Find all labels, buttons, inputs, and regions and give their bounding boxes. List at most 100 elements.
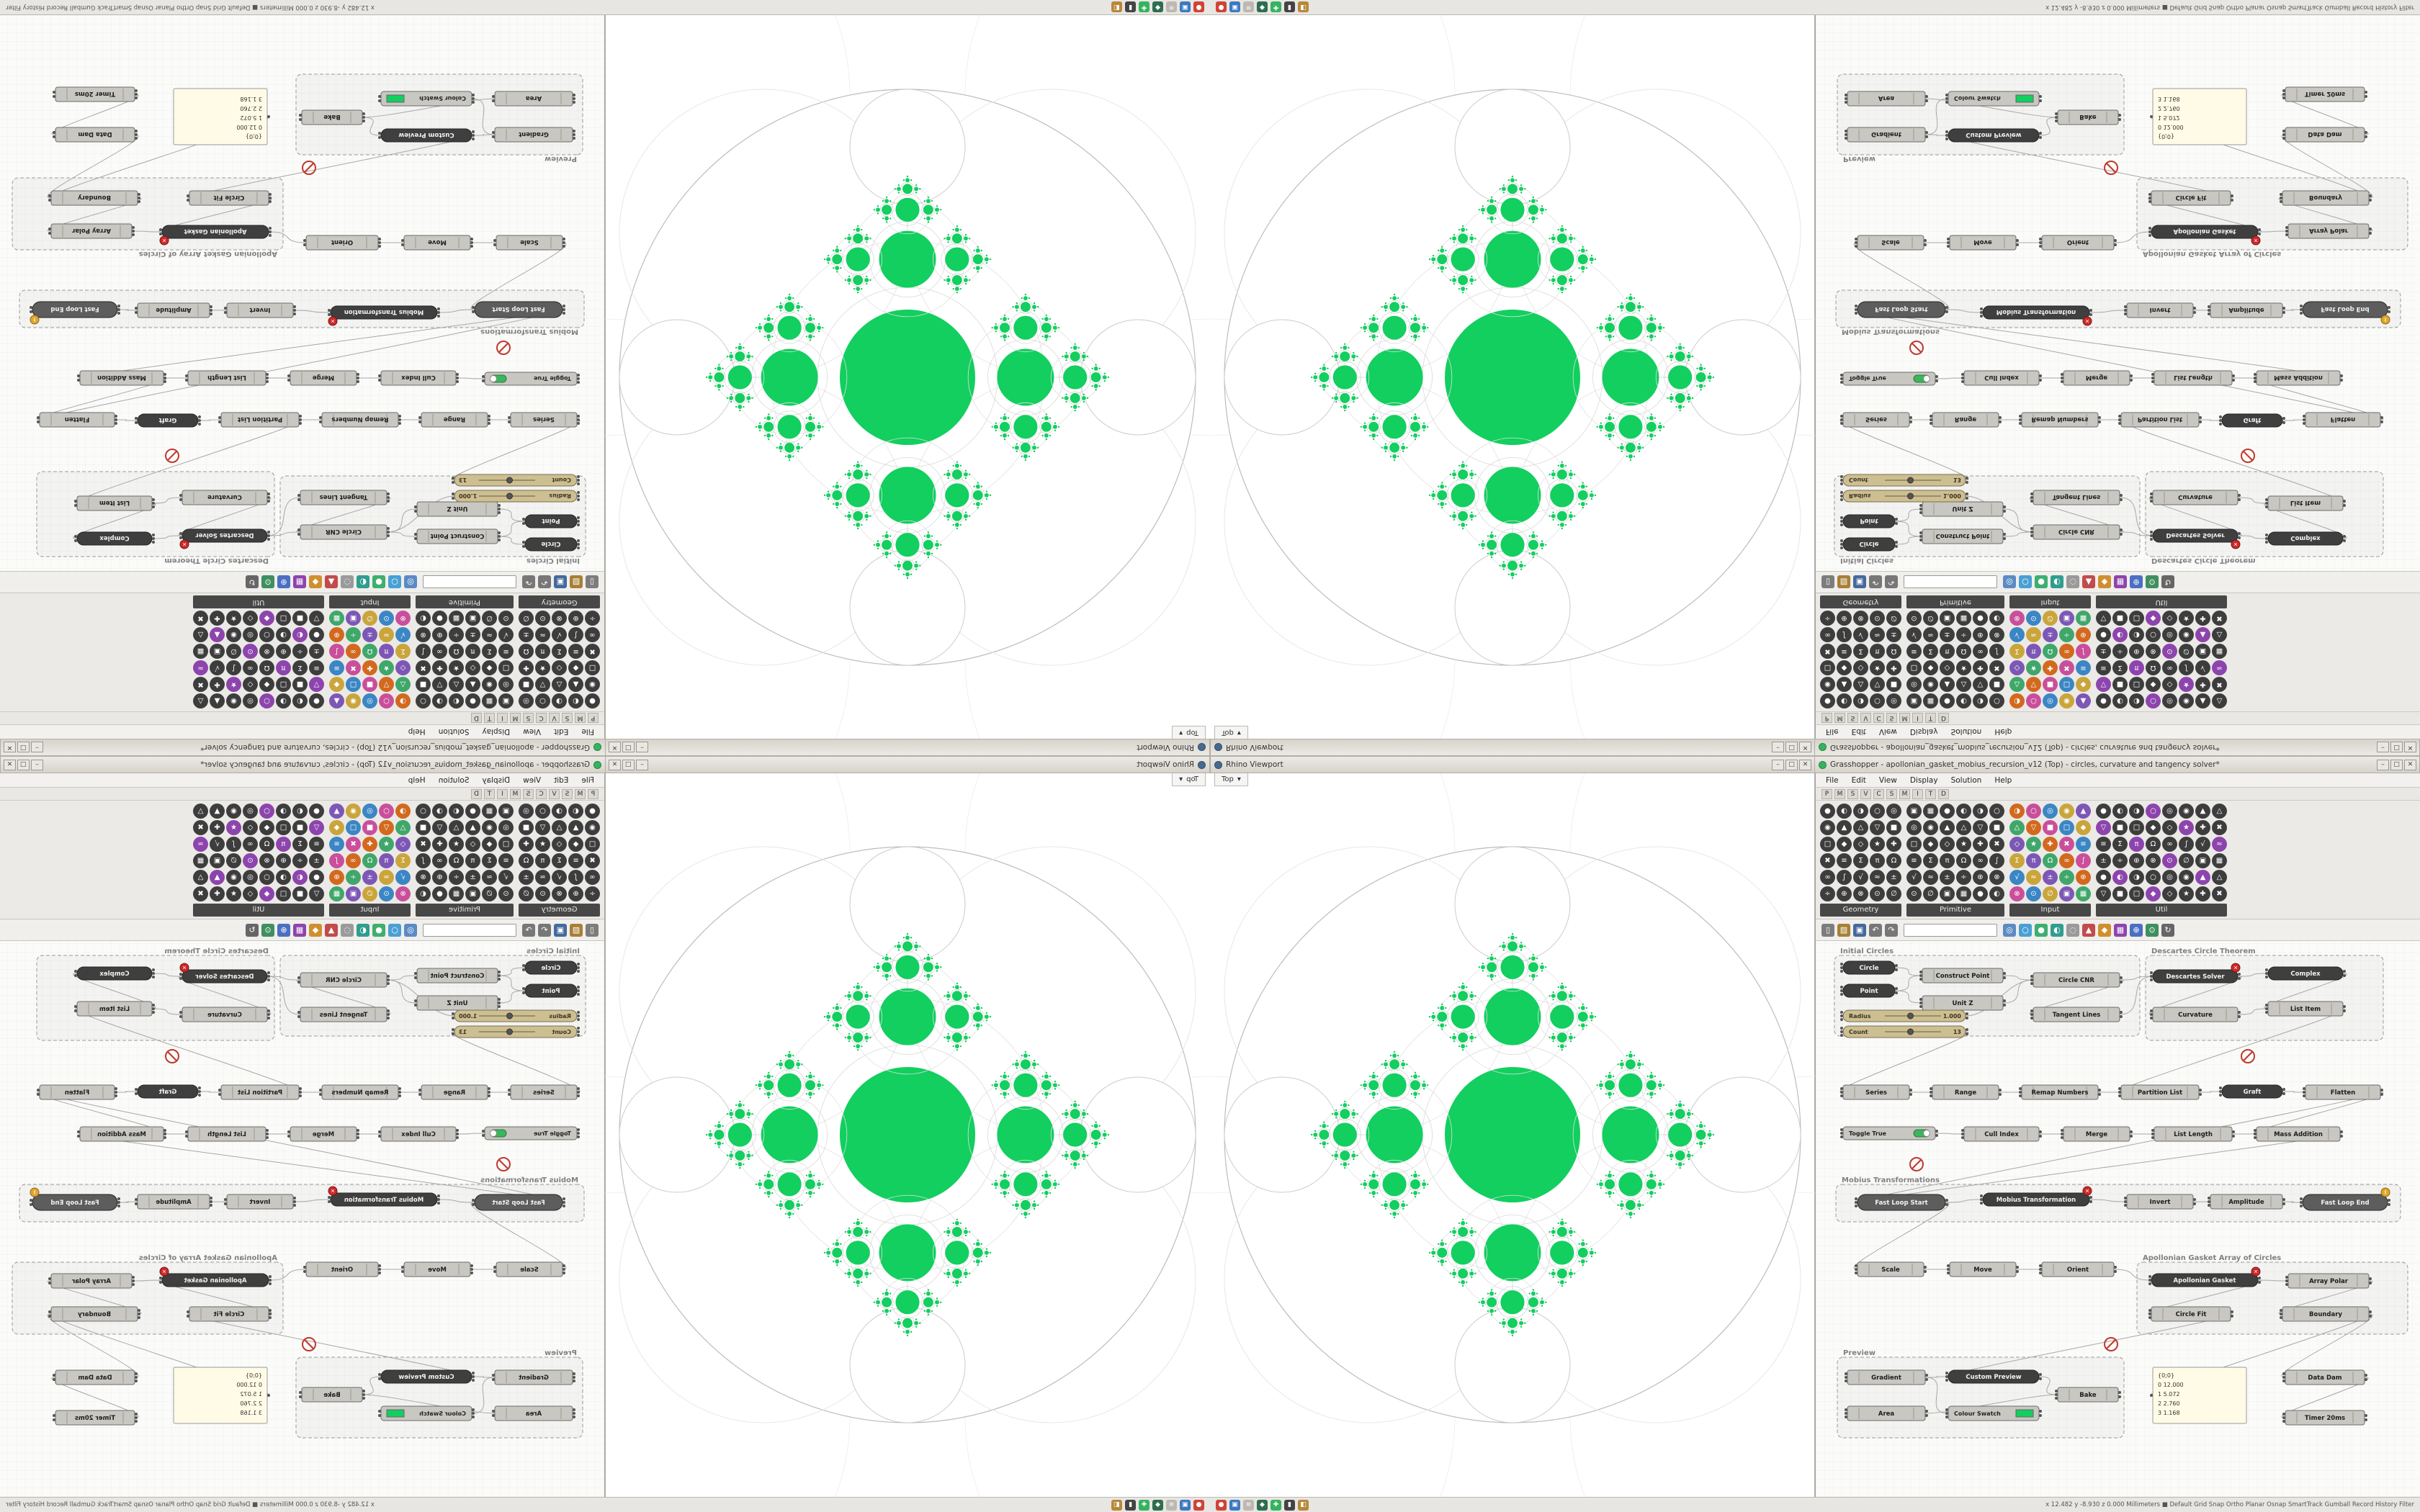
component-icon[interactable]: ◉ [2179, 870, 2194, 885]
rhino-viewport-titlebar[interactable]: Rhino Viewport – □ ✕ [1210, 739, 1815, 756]
component-icon[interactable]: ★ [226, 820, 241, 835]
gh-node-cull-index[interactable]: Cull Index [378, 1126, 459, 1142]
component-icon[interactable]: ◉ [346, 693, 361, 708]
component-icon[interactable]: ★ [449, 660, 464, 675]
component-icon[interactable]: ○ [416, 804, 431, 819]
component-icon[interactable]: ○ [2026, 693, 2041, 708]
gh-node-array-polar[interactable]: Array Polar [2285, 1273, 2372, 1289]
component-icon[interactable]: ◉ [1923, 820, 1938, 835]
component-icon[interactable]: ≡ [1837, 853, 1852, 868]
open-file-icon[interactable]: ▨ [1837, 575, 1850, 589]
component-icon[interactable]: ÷ [449, 870, 464, 885]
minimize-button[interactable]: – [2377, 759, 2389, 770]
component-icon[interactable]: ≡ [568, 853, 583, 868]
component-icon[interactable]: ÷ [292, 644, 308, 659]
menu-item-file[interactable]: File [581, 727, 594, 737]
grasshopper-titlebar[interactable]: Grasshopper - apollonian_gasket_mobius_r… [0, 739, 605, 756]
recompute-icon[interactable]: ↻ [246, 923, 259, 937]
component-icon[interactable]: ⊗ [416, 870, 431, 885]
component-icon[interactable]: π [535, 644, 550, 659]
component-icon[interactable]: ▣ [346, 886, 361, 901]
component-icon[interactable]: ⊕ [2076, 870, 2091, 885]
component-icon[interactable]: ■ [1989, 677, 2004, 692]
gh-node-tangent-lines[interactable]: Tangent Lines [297, 1007, 390, 1022]
gh-node-invert[interactable]: Invert [2124, 1194, 2196, 1210]
component-icon[interactable]: ◑ [1973, 693, 1988, 708]
component-icon[interactable]: ∅ [1923, 886, 1938, 901]
component-icon[interactable]: ÷ [346, 627, 361, 642]
component-icon[interactable]: ≈ [535, 627, 550, 642]
ribbon-section-label[interactable]: Primitive [416, 904, 514, 917]
component-icon[interactable]: ± [309, 644, 324, 659]
component-icon[interactable]: ⊙ [243, 853, 258, 868]
wireframe-display-icon[interactable]: ○ [2019, 575, 2032, 589]
tab-intersect[interactable]: I [497, 713, 508, 724]
component-icon[interactable]: ◐ [1989, 886, 2004, 901]
component-icon[interactable]: ■ [292, 677, 308, 692]
gh-node-move[interactable]: Move [401, 1261, 473, 1277]
component-icon[interactable]: ⊗ [1989, 627, 2004, 642]
component-icon[interactable]: Σ [2112, 837, 2128, 852]
component-icon[interactable]: ◎ [2043, 693, 2058, 708]
component-icon[interactable]: ▽ [2096, 886, 2111, 901]
component-icon[interactable]: ■ [2112, 820, 2128, 835]
component-icon[interactable]: ▣ [346, 611, 361, 626]
minimize-button[interactable]: – [1772, 759, 1784, 770]
component-icon[interactable]: ● [2096, 693, 2111, 708]
component-icon[interactable]: ◎ [498, 820, 514, 835]
gh-node-circle-cnr[interactable]: Circle CNR [2030, 524, 2123, 540]
component-icon[interactable]: π [1870, 853, 1885, 868]
component-icon[interactable]: ▣ [210, 644, 225, 659]
ribbon-section-label[interactable]: Util [193, 595, 324, 608]
component-icon[interactable]: ○ [416, 693, 431, 708]
component-icon[interactable]: ▽ [1870, 820, 1885, 835]
gh-node-flatten[interactable]: Flatten [2303, 412, 2383, 428]
component-icon[interactable]: ◎ [243, 627, 258, 642]
new-file-icon[interactable]: ▯ [1821, 923, 1834, 937]
cluster-icon[interactable]: ⊕ [277, 923, 290, 937]
gh-node-list-length[interactable]: List Length [185, 370, 269, 386]
selection-icon[interactable]: ▲ [2082, 923, 2095, 937]
maximize-button[interactable]: □ [2390, 742, 2403, 753]
component-icon[interactable]: ▦ [482, 693, 497, 708]
component-icon[interactable]: ▲ [2195, 804, 2210, 819]
gh-node-range[interactable]: Range [418, 412, 490, 428]
component-icon[interactable]: ◐ [1837, 804, 1852, 819]
gh-node-fast-loop-start[interactable]: Fast Loop Start [472, 1194, 565, 1211]
component-icon[interactable]: ◑ [276, 804, 291, 819]
component-icon[interactable]: ◆ [1837, 837, 1852, 852]
gh-node-colour-swatch[interactable]: Colour Swatch [1945, 1405, 2042, 1421]
tab-surface[interactable]: S [523, 713, 534, 724]
component-icon[interactable]: ∅ [2179, 853, 2194, 868]
component-icon[interactable]: ■ [2112, 886, 2128, 901]
component-icon[interactable]: ◉ [1820, 677, 1835, 692]
tab-vector[interactable]: V [549, 713, 560, 724]
component-icon[interactable]: ∫ [226, 837, 241, 852]
component-icon[interactable]: √ [2009, 627, 2025, 642]
component-icon[interactable]: ✚ [1973, 660, 1988, 675]
component-icon[interactable]: π [1940, 644, 1955, 659]
gh-node-merge[interactable]: Merge [2061, 370, 2133, 386]
preview-off-icon[interactable]: ◌ [341, 575, 354, 589]
gh-node-series[interactable]: Series [508, 412, 580, 428]
component-icon[interactable]: ÷ [2112, 644, 2128, 659]
component-icon[interactable]: ▽ [535, 820, 550, 835]
component-icon[interactable]: ∞ [243, 660, 258, 675]
taskbar-app-grasshopper[interactable]: ✚ [1270, 1499, 1281, 1511]
gh-node-graft[interactable]: Graft [2219, 413, 2285, 428]
component-icon[interactable]: ∞ [243, 837, 258, 852]
gh-node-scale[interactable]: Scale [1855, 1261, 1927, 1277]
zoom-extents-icon[interactable]: ◎ [404, 575, 417, 589]
component-icon[interactable]: ⊕ [432, 870, 447, 885]
component-icon[interactable]: ▲ [210, 804, 225, 819]
component-icon[interactable]: ▲ [210, 627, 225, 642]
redo-icon[interactable]: ↷ [522, 923, 535, 937]
component-icon[interactable]: ✖ [2059, 660, 2074, 675]
component-icon[interactable]: ▲ [568, 820, 583, 835]
component-icon[interactable]: ◇ [2162, 611, 2177, 626]
gh-node-construct-point[interactable]: Construct Point [414, 528, 501, 544]
rhino-viewport-titlebar[interactable]: Rhino Viewport – □ ✕ [605, 739, 1210, 756]
canvas-search-input[interactable] [423, 923, 516, 937]
component-icon[interactable]: ◉ [226, 693, 241, 708]
